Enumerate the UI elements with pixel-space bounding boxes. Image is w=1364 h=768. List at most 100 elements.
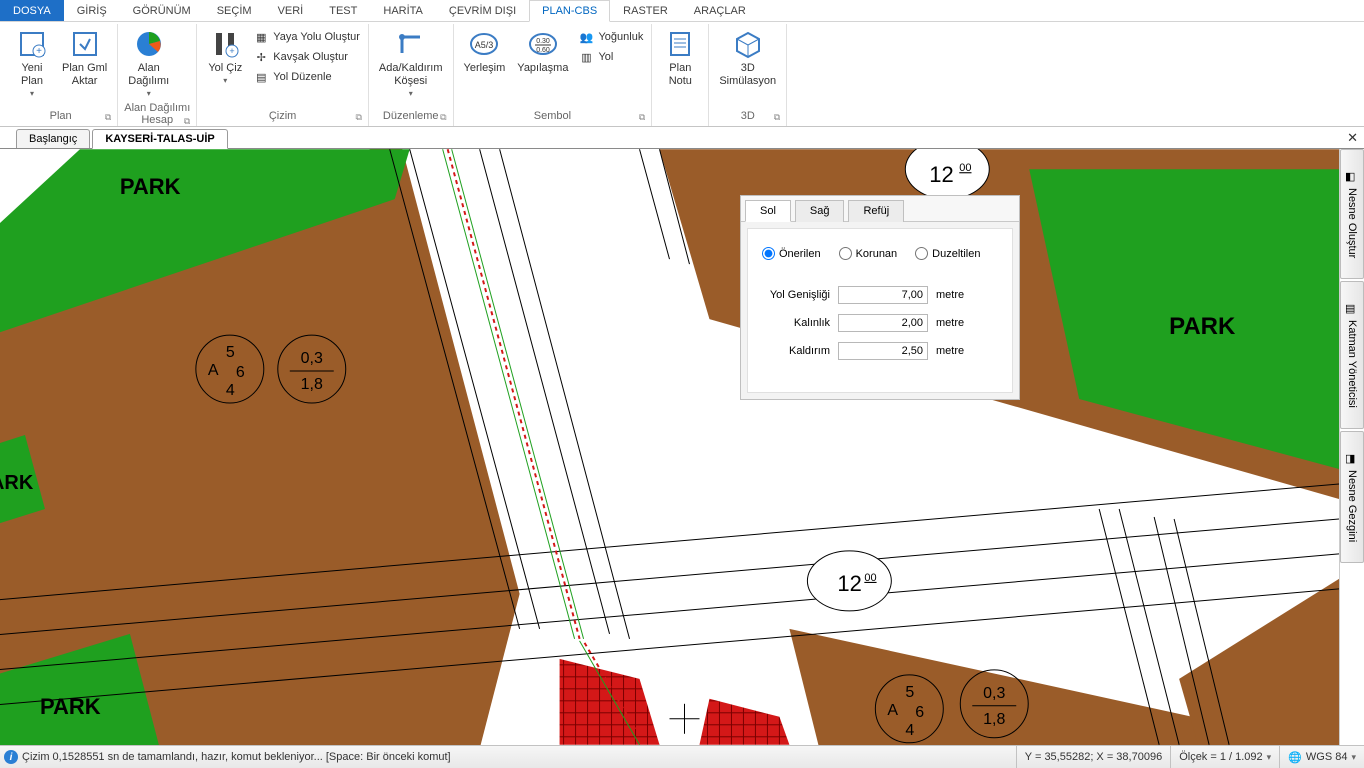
status-crs: WGS 84 <box>1306 751 1348 763</box>
panel-katman-yoneticisi[interactable]: ▤Katman Yöneticisi <box>1340 281 1364 429</box>
ribbon-body: + Yeni Plan ▾ Plan Gml Aktar Plan ⧉ Alan … <box>0 22 1364 127</box>
side-panels: ◧Nesne Oluştur ▤Katman Yöneticisi ◨Nesne… <box>1340 149 1364 745</box>
map-canvas[interactable]: PARK ARK PARK PARK <box>0 149 1340 745</box>
group-duzenleme-title: Düzenleme <box>383 110 439 122</box>
group-alan-title: Alan Dağılımı Hesap <box>124 102 190 126</box>
expand-icon[interactable]: ⧉ <box>184 116 190 127</box>
svg-text:00: 00 <box>864 572 876 584</box>
hatched-area <box>560 659 660 745</box>
yol-duzenle-button[interactable]: ▤Yol Düzenle <box>251 68 362 86</box>
radio-korunan[interactable]: Korunan <box>839 247 898 260</box>
ribbon-tabs: DOSYA GİRİŞ GÖRÜNÜM SEÇİM VERİ TEST HARİ… <box>0 0 1364 22</box>
ribbon-tab-gorunum[interactable]: GÖRÜNÜM <box>120 0 204 21</box>
radio-onerilen[interactable]: Önerilen <box>762 247 821 260</box>
status-coords: Y = 35,55282; X = 38,70096 <box>1016 746 1170 768</box>
gml-icon <box>69 28 101 60</box>
status-message: Çizim 0,1528551 sn de tamamlandı, hazır,… <box>22 751 451 763</box>
dialog-tabs: Sol Sağ Refüj <box>741 196 1019 222</box>
svg-text:A5/3: A5/3 <box>475 40 494 50</box>
group-sembol-title: Sembol <box>534 110 571 122</box>
ribbon-tab-veri[interactable]: VERİ <box>265 0 317 21</box>
doc-tab-baslangic[interactable]: Başlangıç <box>16 129 90 148</box>
ribbon-tab-giris[interactable]: GİRİŞ <box>64 0 120 21</box>
status-bar: i Çizim 0,1528551 sn de tamamlandı, hazı… <box>0 745 1364 768</box>
note-icon <box>664 28 696 60</box>
expand-icon[interactable]: ⧉ <box>440 112 446 123</box>
ribbon-tab-raster[interactable]: RASTER <box>610 0 681 21</box>
ribbon-tab-test[interactable]: TEST <box>316 0 370 21</box>
svg-text:+: + <box>230 46 235 56</box>
crs-menu-icon[interactable]: ▾ <box>1351 752 1356 763</box>
ribbon-tab-dosya[interactable]: DOSYA <box>0 0 64 21</box>
explorer-icon: ◨ <box>1345 452 1359 466</box>
ada-kaldirim-button[interactable]: Ada/Kaldırım Köşesi ▾ <box>375 26 447 100</box>
scale-menu-icon[interactable]: ▾ <box>1267 752 1272 763</box>
info-icon: i <box>4 750 18 764</box>
doc-tab-kayseri[interactable]: KAYSERİ-TALAS-UİP <box>92 129 227 149</box>
input-kaldirim[interactable] <box>838 342 928 360</box>
yaya-yolu-button[interactable]: ▦Yaya Yolu Oluştur <box>251 28 362 46</box>
svg-text:12: 12 <box>929 162 953 187</box>
walk-icon: ▦ <box>253 29 269 45</box>
road-sym-icon: ▥ <box>578 49 594 65</box>
hatched-area <box>699 699 789 745</box>
svg-text:A: A <box>887 702 898 719</box>
expand-icon[interactable]: ⧉ <box>355 112 361 123</box>
yapilasma-button[interactable]: 0.300.60 Yapılaşma <box>513 26 572 77</box>
input-kalinlik[interactable] <box>838 314 928 332</box>
expand-icon[interactable]: ⧉ <box>774 112 780 123</box>
unit-label: metre <box>936 289 964 301</box>
svg-text:5: 5 <box>226 344 235 361</box>
svg-text:5: 5 <box>905 684 914 701</box>
ribbon-tab-harita[interactable]: HARİTA <box>370 0 436 21</box>
dialog-tab-sag[interactable]: Sağ <box>795 200 845 222</box>
svg-text:6: 6 <box>915 704 924 721</box>
dialog-tab-sol[interactable]: Sol <box>745 200 791 222</box>
expand-icon[interactable]: ⧉ <box>639 112 645 123</box>
input-yol-genisligi[interactable] <box>838 286 928 304</box>
status-scale: Ölçek = 1 / 1.092 <box>1179 751 1262 763</box>
yol-sembol-button[interactable]: ▥Yol <box>576 48 645 66</box>
alan-dagilimi-button[interactable]: Alan Dağılımı ▾ <box>124 26 173 100</box>
new-plan-icon: + <box>16 28 48 60</box>
label-yol-genisligi: Yol Genişliği <box>762 289 838 301</box>
svg-text:0,3: 0,3 <box>301 350 323 367</box>
ribbon-tab-secim[interactable]: SEÇİM <box>204 0 265 21</box>
label-kaldirim: Kaldırım <box>762 345 838 357</box>
plan-notu-button[interactable]: Plan Notu <box>658 26 702 90</box>
yeni-plan-button[interactable]: + Yeni Plan ▾ <box>10 26 54 100</box>
density-icon: 👥 <box>578 29 594 45</box>
svg-text:00: 00 <box>959 162 971 174</box>
yerlesim-icon: A5/3 <box>468 28 500 60</box>
panel-nesne-gezgini[interactable]: ◨Nesne Gezgini <box>1340 431 1364 563</box>
doc-close-button[interactable]: ✕ <box>1347 130 1358 146</box>
yapilasma-icon: 0.300.60 <box>527 28 559 60</box>
radio-duzeltilen[interactable]: Duzeltilen <box>915 247 980 260</box>
kavsak-button[interactable]: ✢Kavşak Oluştur <box>251 48 362 66</box>
intersection-icon: ✢ <box>253 49 269 65</box>
group-notu-title <box>679 110 682 122</box>
svg-text:1,8: 1,8 <box>301 376 323 393</box>
group-plan-title: Plan <box>50 110 72 122</box>
yogunluk-button[interactable]: 👥Yoğunluk <box>576 28 645 46</box>
ribbon-tab-araclar[interactable]: ARAÇLAR <box>681 0 759 21</box>
svg-text:4: 4 <box>905 722 914 739</box>
svg-text:+: + <box>36 46 42 57</box>
cursor-crosshair <box>670 704 700 734</box>
expand-icon[interactable]: ⧉ <box>105 112 111 123</box>
plan-gml-aktar-button[interactable]: Plan Gml Aktar <box>58 26 111 100</box>
3d-simulasyon-button[interactable]: 3D Simülasyon <box>715 26 780 90</box>
svg-text:0,3: 0,3 <box>983 685 1005 702</box>
panel-nesne-olustur[interactable]: ◧Nesne Oluştur <box>1340 149 1364 279</box>
ribbon-tab-cevrim[interactable]: ÇEVRİM DIŞI <box>436 0 529 21</box>
globe-icon: 🌐 <box>1288 751 1302 764</box>
yerlesim-button[interactable]: A5/3 Yerleşim <box>460 26 510 77</box>
road-width-label: 12 00 <box>807 551 891 611</box>
yol-ciz-button[interactable]: + Yol Çiz ▾ <box>203 26 247 87</box>
edit-road-icon: ▤ <box>253 69 269 85</box>
road-properties-dialog[interactable]: Sol Sağ Refüj Önerilen Korunan Duzeltile… <box>740 195 1020 400</box>
ribbon-tab-plancbs[interactable]: PLAN-CBS <box>529 0 610 22</box>
unit-label: metre <box>936 317 964 329</box>
dialog-tab-refuj[interactable]: Refüj <box>848 200 904 222</box>
svg-text:1,8: 1,8 <box>983 711 1005 728</box>
